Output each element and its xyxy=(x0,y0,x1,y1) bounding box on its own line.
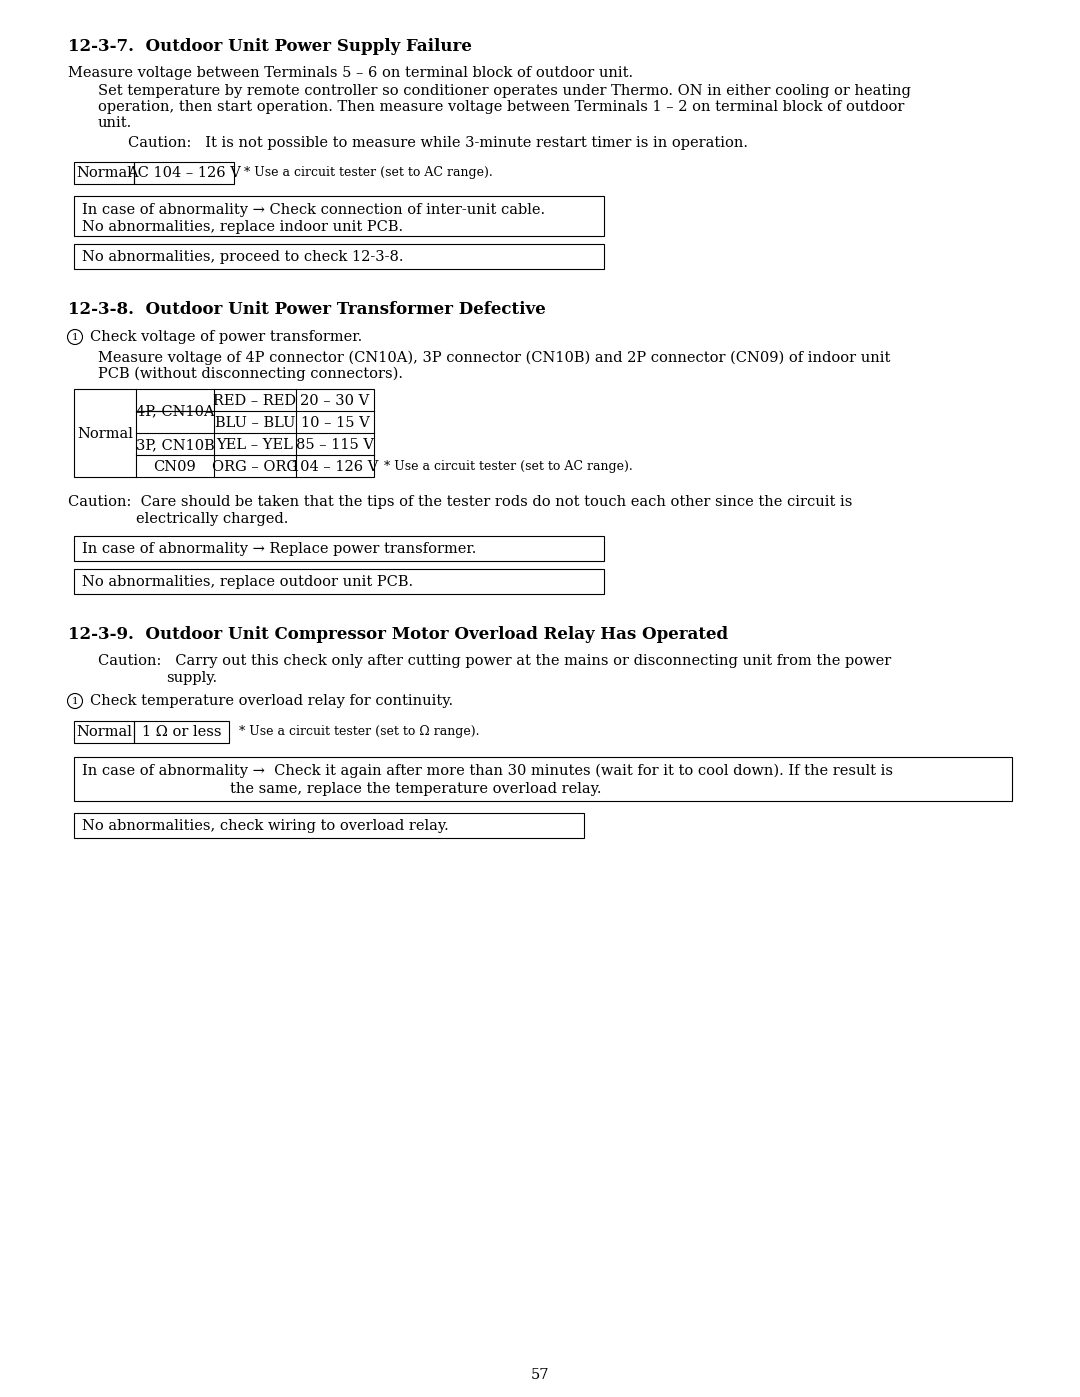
Text: No abnormalities, replace indoor unit PCB.: No abnormalities, replace indoor unit PC… xyxy=(82,219,403,235)
Bar xyxy=(134,162,234,184)
Text: In case of abnormality → Replace power transformer.: In case of abnormality → Replace power t… xyxy=(82,542,476,556)
Bar xyxy=(75,569,604,594)
Text: Check temperature overload relay for continuity.: Check temperature overload relay for con… xyxy=(90,694,454,708)
Text: 1 Ω or less: 1 Ω or less xyxy=(141,725,221,739)
Text: Normal: Normal xyxy=(77,427,133,441)
Bar xyxy=(75,388,374,476)
Text: Set temperature by remote controller so conditioner operates under Thermo. ON in: Set temperature by remote controller so … xyxy=(98,84,910,98)
Text: BLU – BLU: BLU – BLU xyxy=(215,416,295,430)
Text: YEL – YEL: YEL – YEL xyxy=(217,439,294,453)
Text: PCB (without disconnecting connectors).: PCB (without disconnecting connectors). xyxy=(98,367,403,381)
Text: 85 – 115 V: 85 – 115 V xyxy=(296,439,374,453)
Text: ORG – ORG: ORG – ORG xyxy=(212,460,298,474)
Text: Caution:  Care should be taken that the tips of the tester rods do not touch eac: Caution: Care should be taken that the t… xyxy=(68,495,852,509)
Text: * Use a circuit tester (set to AC range).: * Use a circuit tester (set to AC range)… xyxy=(384,460,633,474)
Text: CN09: CN09 xyxy=(153,460,197,474)
Text: RED – RED: RED – RED xyxy=(214,394,297,408)
Text: 20 – 30 V: 20 – 30 V xyxy=(300,394,369,408)
Bar xyxy=(75,536,604,562)
Text: 4P, CN10A: 4P, CN10A xyxy=(136,404,214,418)
Text: unit.: unit. xyxy=(98,116,132,130)
Text: 3P, CN10B: 3P, CN10B xyxy=(136,439,214,453)
Bar xyxy=(75,757,1012,800)
Text: 104 – 126 V: 104 – 126 V xyxy=(292,460,379,474)
Text: No abnormalities, replace outdoor unit PCB.: No abnormalities, replace outdoor unit P… xyxy=(82,576,414,590)
Text: Check voltage of power transformer.: Check voltage of power transformer. xyxy=(90,330,362,344)
Text: Measure voltage of 4P connector (CN10A), 3P connector (CN10B) and 2P connector (: Measure voltage of 4P connector (CN10A),… xyxy=(98,351,890,366)
Text: 1: 1 xyxy=(71,697,79,705)
Text: operation, then start operation. Then measure voltage between Terminals 1 – 2 on: operation, then start operation. Then me… xyxy=(98,101,904,115)
Text: Normal: Normal xyxy=(76,166,132,180)
Text: supply.: supply. xyxy=(166,671,217,685)
Text: Measure voltage between Terminals 5 – 6 on terminal block of outdoor unit.: Measure voltage between Terminals 5 – 6 … xyxy=(68,66,633,80)
Bar xyxy=(75,162,134,184)
Bar xyxy=(75,721,134,743)
Text: Normal: Normal xyxy=(76,725,132,739)
Text: Caution:   Carry out this check only after cutting power at the mains or disconn: Caution: Carry out this check only after… xyxy=(98,654,891,668)
Bar xyxy=(75,244,604,270)
Bar xyxy=(75,196,604,236)
Bar xyxy=(75,813,584,838)
Text: 12-3-9.  Outdoor Unit Compressor Motor Overload Relay Has Operated: 12-3-9. Outdoor Unit Compressor Motor Ov… xyxy=(68,626,728,643)
Bar xyxy=(134,721,229,743)
Text: the same, replace the temperature overload relay.: the same, replace the temperature overlo… xyxy=(230,782,602,796)
Text: AC 104 – 126 V: AC 104 – 126 V xyxy=(127,166,241,180)
Text: 10 – 15 V: 10 – 15 V xyxy=(300,416,369,430)
Text: * Use a circuit tester (set to Ω range).: * Use a circuit tester (set to Ω range). xyxy=(239,725,480,738)
Text: In case of abnormality → Check connection of inter-unit cable.: In case of abnormality → Check connectio… xyxy=(82,203,545,217)
Text: 57: 57 xyxy=(530,1368,550,1382)
Text: 12-3-8.  Outdoor Unit Power Transformer Defective: 12-3-8. Outdoor Unit Power Transformer D… xyxy=(68,300,545,319)
Text: electrically charged.: electrically charged. xyxy=(136,511,288,527)
Text: In case of abnormality →  Check it again after more than 30 minutes (wait for it: In case of abnormality → Check it again … xyxy=(82,764,893,778)
Text: No abnormalities, proceed to check 12-3-8.: No abnormalities, proceed to check 12-3-… xyxy=(82,250,404,264)
Text: Caution:   It is not possible to measure while 3-minute restart timer is in oper: Caution: It is not possible to measure w… xyxy=(129,136,748,149)
Text: 12-3-7.  Outdoor Unit Power Supply Failure: 12-3-7. Outdoor Unit Power Supply Failur… xyxy=(68,38,472,54)
Text: No abnormalities, check wiring to overload relay.: No abnormalities, check wiring to overlo… xyxy=(82,819,449,833)
Text: * Use a circuit tester (set to AC range).: * Use a circuit tester (set to AC range)… xyxy=(244,166,492,179)
Text: 1: 1 xyxy=(71,332,79,341)
